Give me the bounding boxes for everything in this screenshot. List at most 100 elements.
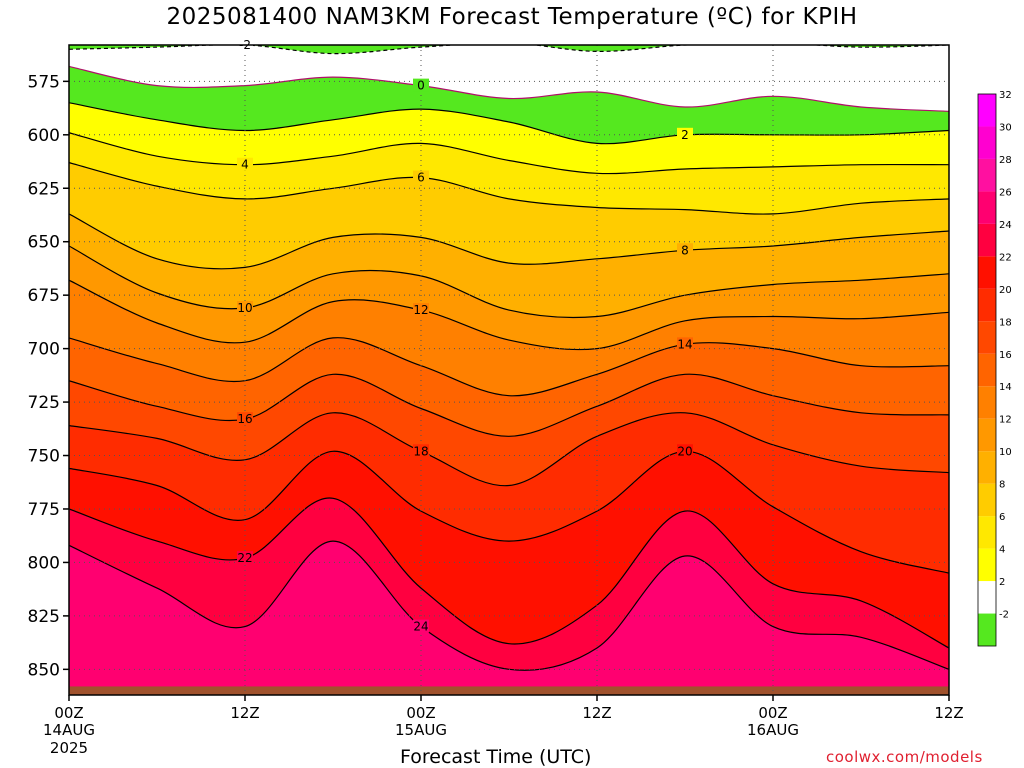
colorbar-border bbox=[977, 93, 997, 647]
contour-label-4: 4 bbox=[241, 158, 249, 172]
y-tick-label-700: 700 bbox=[28, 340, 60, 360]
contour-label-bg-6 bbox=[413, 170, 429, 184]
colorbar-swatch-7 bbox=[978, 386, 996, 419]
contour-label-16: 16 bbox=[237, 412, 252, 426]
colorbar-swatch-15 bbox=[978, 126, 996, 159]
colorbar-label-4: 4 bbox=[999, 545, 1005, 556]
y-tick-label-775: 775 bbox=[28, 500, 60, 520]
y-tick-label-625: 625 bbox=[28, 179, 60, 199]
x-tick-date-0: 14AUG bbox=[43, 721, 95, 739]
contour-line-20 bbox=[69, 450, 949, 574]
colorbar-label--2: -2 bbox=[999, 610, 1009, 621]
plot-border bbox=[68, 44, 950, 696]
fill-band-24 bbox=[69, 541, 949, 695]
y-tick-label-600: 600 bbox=[28, 126, 60, 146]
x-tick-year-0: 2025 bbox=[50, 739, 88, 757]
colorbar-label-16: 16 bbox=[999, 350, 1012, 361]
contour-line-24 bbox=[69, 540, 949, 671]
x-tick-date-48: 16AUG bbox=[747, 721, 799, 739]
y-tick-label-650: 650 bbox=[28, 233, 60, 253]
contour-line-0 bbox=[69, 65, 949, 112]
colorbar-label-18: 18 bbox=[999, 317, 1012, 328]
terrain-fill bbox=[69, 686, 949, 695]
y-tick-label-850: 850 bbox=[28, 660, 60, 680]
colorbar-label-28: 28 bbox=[999, 155, 1012, 166]
colorbar-label-12: 12 bbox=[999, 415, 1012, 426]
contour-line-12 bbox=[69, 279, 949, 351]
colorbar-swatch-10 bbox=[978, 288, 996, 322]
contour-label-12: 12 bbox=[413, 303, 428, 317]
contour-label-bg-22 bbox=[237, 551, 253, 565]
terrain-layer bbox=[69, 686, 949, 695]
contour-label-22: 22 bbox=[237, 551, 252, 565]
y-tick-label-750: 750 bbox=[28, 447, 60, 467]
colorbar-label-24: 24 bbox=[999, 220, 1012, 231]
contour-label-10: 10 bbox=[237, 301, 252, 315]
contour-label-bg-16 bbox=[237, 412, 253, 426]
colorbar-swatch-0 bbox=[978, 613, 996, 646]
y-tick-label-725: 725 bbox=[28, 393, 60, 413]
colorbar-label-6: 6 bbox=[999, 512, 1005, 523]
contour-label-20: 20 bbox=[677, 444, 692, 458]
contour-label-bg-14 bbox=[677, 337, 693, 351]
colorbar-swatch-13 bbox=[978, 191, 996, 224]
colorbar-label-14: 14 bbox=[999, 382, 1012, 393]
contour-line-4 bbox=[69, 132, 949, 175]
contour-label-6: 6 bbox=[417, 171, 425, 185]
site-credit: coolwx.com/models bbox=[826, 748, 983, 766]
contour-label-8: 8 bbox=[681, 243, 689, 257]
x-tick-label-12: 12Z bbox=[230, 704, 259, 722]
x-axis-label: Forecast Time (UTC) bbox=[400, 746, 592, 768]
colorbar-label-30: 30 bbox=[999, 122, 1012, 133]
colorbar-swatch-16 bbox=[978, 94, 996, 127]
colorbar-swatch-9 bbox=[978, 321, 996, 354]
contour-label-bg-8 bbox=[677, 243, 693, 257]
colorbar-label-32: 32 bbox=[999, 90, 1012, 101]
contour-line-layer bbox=[69, 45, 949, 671]
contour-line-18 bbox=[69, 412, 949, 487]
colorbar-swatch-3 bbox=[978, 516, 996, 549]
colorbar-swatch-8 bbox=[978, 353, 996, 387]
contour-line-10 bbox=[69, 245, 949, 319]
contour-label-18: 18 bbox=[413, 444, 428, 458]
contour-label-bg-10 bbox=[237, 300, 253, 314]
colorbar-label-10: 10 bbox=[999, 447, 1012, 458]
contour-line-6 bbox=[69, 162, 949, 215]
x-tick-label-24: 00Z bbox=[406, 704, 435, 722]
plot-frame bbox=[68, 44, 950, 696]
colorbar-label-2: 2 bbox=[999, 577, 1005, 588]
y-tick-label-800: 800 bbox=[28, 553, 60, 573]
contour-label-0: 0 bbox=[417, 79, 425, 93]
colorbar-label-8: 8 bbox=[999, 480, 1005, 491]
contour-label-14: 14 bbox=[677, 337, 692, 351]
y-tick-label-825: 825 bbox=[28, 607, 60, 627]
contour-label-2: 2 bbox=[681, 128, 689, 142]
x-tick-label-36: 12Z bbox=[582, 704, 611, 722]
colorbar-swatch-6 bbox=[978, 418, 996, 452]
colorbar-swatch-5 bbox=[978, 451, 996, 484]
y-axis: 575 600 625 650 675 700 725 750 775 800 825 850 bbox=[28, 72, 69, 680]
colorbar-swatch-12 bbox=[978, 223, 996, 257]
contour-label-bg-4 bbox=[237, 157, 253, 171]
x-tick-label-60: 12Z bbox=[934, 704, 963, 722]
y-tick-label-575: 575 bbox=[28, 72, 60, 92]
y-tick-label-675: 675 bbox=[28, 286, 60, 306]
colorbar-label-22: 22 bbox=[999, 252, 1012, 263]
colorbar-swatch-4 bbox=[978, 483, 996, 517]
colorbar-swatch-11 bbox=[978, 256, 996, 289]
colorbar-swatch-2 bbox=[978, 548, 996, 582]
contour-fill-layer bbox=[69, 45, 949, 695]
colorbar-label-26: 26 bbox=[999, 187, 1012, 198]
contour-label-bg-2 bbox=[677, 127, 693, 141]
contour-line-8 bbox=[69, 213, 949, 270]
contour-label-bg-18 bbox=[413, 444, 429, 458]
contour-label-bg-0 bbox=[413, 78, 429, 92]
x-tick-label-48: 00Z bbox=[758, 704, 787, 722]
contour-label-bg-24 bbox=[413, 619, 429, 633]
contour-line-16 bbox=[69, 373, 949, 437]
contour-label-24: 24 bbox=[413, 620, 428, 634]
contour-line-14 bbox=[69, 337, 949, 397]
